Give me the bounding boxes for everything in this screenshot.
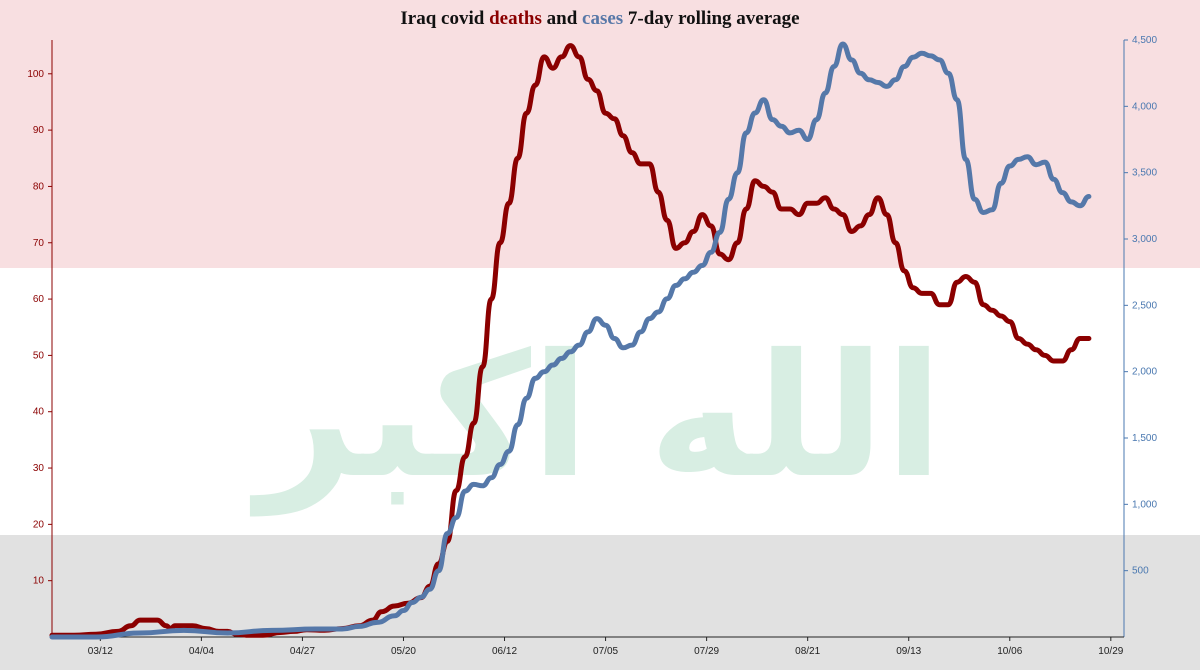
x-tick-label: 09/13: [896, 646, 921, 657]
y-right-tick-label: 4,000: [1132, 101, 1157, 112]
x-tick-label: 04/27: [290, 646, 315, 657]
x-tick-label: 05/20: [391, 646, 416, 657]
y-right-tick-label: 2,500: [1132, 300, 1157, 311]
chart-title: Iraq covid deaths and cases 7-day rollin…: [0, 8, 1200, 30]
series-line-deaths: [49, 43, 1092, 638]
x-tick-label: 10/06: [997, 646, 1022, 657]
y-right-tick-label: 1,000: [1132, 499, 1157, 510]
y-left-tick-label: 50: [33, 350, 45, 361]
y-right-tick-label: 2,000: [1132, 367, 1157, 378]
x-tick-label: 03/12: [88, 646, 113, 657]
title-deaths-word: deaths: [489, 8, 542, 29]
axes-group: 10 20 30 40 50 60 70 80 90 100 500 1,000 1,500 2,000 2…: [27, 35, 1157, 657]
x-tick-label: 06/12: [492, 646, 517, 657]
y-left-tick-label: 90: [33, 125, 45, 136]
y-left-tick-label: 100: [27, 69, 44, 80]
y-left-tick-label: 60: [33, 294, 45, 305]
y-left-tick-label: 20: [33, 519, 45, 530]
x-tick-label: 04/04: [189, 646, 214, 657]
y-left-tick-label: 80: [33, 181, 45, 192]
x-tick-label: 08/21: [795, 646, 820, 657]
flag-red-band: [0, 0, 1200, 268]
y-right-tick-label: 1,500: [1132, 433, 1157, 444]
series-line-cases: [49, 41, 1092, 640]
x-tick-label: 07/29: [694, 646, 719, 657]
x-tick-label: 10/29: [1098, 646, 1123, 657]
flag-takbir-watermark: الله اكبر: [249, 318, 943, 517]
title-prefix: Iraq covid: [400, 8, 490, 29]
y-left-tick-label: 70: [33, 238, 45, 249]
title-cases-word: cases: [582, 8, 624, 29]
y-left-tick-label: 40: [33, 407, 45, 418]
y-right-tick-label: 3,500: [1132, 168, 1157, 179]
series-group: [49, 41, 1092, 640]
y-left-tick-label: 10: [33, 576, 45, 587]
y-right-tick-label: 4,500: [1132, 35, 1157, 46]
title-suffix: 7-day rolling average: [623, 8, 800, 29]
y-left-tick-label: 30: [33, 463, 45, 474]
flag-white-band: [0, 268, 1200, 535]
y-right-tick-label: 500: [1132, 566, 1149, 577]
y-right-tick-label: 3,000: [1132, 234, 1157, 245]
x-tick-label: 07/05: [593, 646, 618, 657]
title-middle: and: [541, 8, 583, 29]
flag-black-band: [0, 535, 1200, 670]
